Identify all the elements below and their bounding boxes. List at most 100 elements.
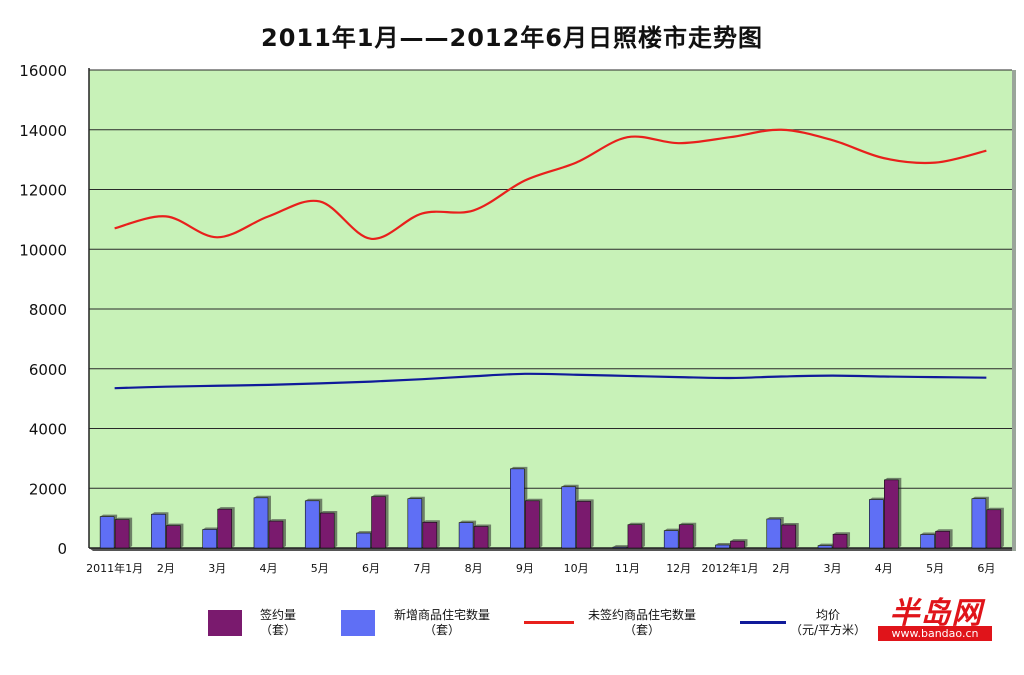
bar-new (151, 513, 166, 549)
bar-side (641, 522, 645, 548)
bar-top (407, 496, 425, 499)
legend-swatch-price (740, 621, 786, 624)
bar-top (253, 495, 271, 498)
bar-top (100, 514, 118, 517)
bar-signed (525, 500, 540, 549)
bar-side (590, 499, 594, 548)
bar-new (407, 498, 423, 549)
bar-top (730, 539, 748, 542)
bar-side (744, 539, 748, 548)
bar-top (920, 532, 938, 535)
x-tick-label: 6月 (362, 562, 380, 575)
bar-top (612, 545, 630, 548)
y-tick-label: 16000 (19, 62, 67, 80)
bar-signed (473, 526, 489, 549)
bar-side (282, 519, 286, 548)
axes (88, 68, 1012, 549)
legend-item-new: 新增商品住宅数量 （套） (338, 608, 508, 648)
x-tick-label: 6月 (977, 562, 995, 575)
y-tick-label: 10000 (19, 241, 67, 259)
x-tick-label: 5月 (926, 562, 944, 575)
bar-side (180, 523, 184, 548)
legend-label-signed: 签约量 (259, 608, 296, 622)
chart-area: 0 2000 4000 6000 8000 10000 12000 14000 16000 201… (19, 62, 1016, 575)
bar-signed (884, 479, 899, 549)
bar-new (356, 532, 371, 549)
bar-side (795, 522, 799, 548)
bar-top (474, 524, 492, 527)
x-tick-label: 2012年1月 (701, 561, 758, 575)
bar-top (268, 519, 286, 522)
bar-side (436, 520, 440, 548)
legend-item-price: 均价 （元/平方米） (740, 608, 870, 648)
bar-side (334, 511, 338, 548)
bar-new (304, 500, 320, 549)
bar-new (663, 530, 679, 549)
legend-swatch-unsigned (524, 621, 574, 624)
plot-right-wall (1012, 70, 1016, 551)
bar-top (166, 523, 184, 526)
y-tick-label: 14000 (19, 122, 67, 140)
bar-side (847, 532, 851, 548)
bar-signed (730, 540, 745, 549)
bar-signed (832, 533, 848, 549)
bar-top (627, 522, 645, 525)
y-tick-label: 6000 (29, 361, 67, 379)
bar-top (833, 532, 851, 535)
bar-signed (935, 530, 950, 549)
bar-new (612, 546, 628, 549)
bar-top (510, 466, 528, 469)
x-tick-label: 4月 (259, 562, 277, 575)
bar-top (766, 517, 784, 520)
bar-side (129, 517, 133, 548)
bar-side (949, 529, 953, 548)
bar-signed (781, 524, 797, 549)
bar-new (766, 518, 782, 549)
x-tick-label: 4月 (875, 562, 893, 575)
bar-side (231, 507, 235, 548)
x-tick-label: 2月 (772, 562, 790, 575)
y-tick-label: 12000 (19, 182, 67, 200)
y-tick-label: 8000 (29, 301, 67, 319)
x-tick-label: 11月 (615, 562, 640, 575)
bar-top (525, 498, 543, 501)
bar-signed (166, 525, 181, 549)
bar-new (971, 498, 987, 549)
bar-top (664, 528, 682, 531)
chart-title: 2011年1月——2012年6月日照楼市走势图 (261, 24, 763, 52)
legend-label-new: 新增商品住宅数量 (393, 608, 490, 622)
bar-signed (217, 508, 232, 549)
legend-unit-price: （元/平方米） (789, 623, 867, 637)
x-tick-label: 5月 (311, 562, 329, 575)
bar-side (693, 522, 697, 548)
bar-new (561, 486, 576, 549)
legend-unit-signed: （套） (259, 623, 296, 637)
grid-lines (89, 69, 1012, 489)
x-tick-label: 8月 (465, 562, 483, 575)
bar-top (869, 497, 887, 500)
bar-top (459, 520, 477, 523)
x-tick-label: 2月 (157, 562, 175, 575)
bar-signed (319, 512, 335, 549)
bar-side (1000, 507, 1004, 548)
bar-signed (268, 520, 284, 549)
bar-top (217, 507, 235, 510)
bar-new (253, 497, 269, 549)
bar-signed (678, 524, 694, 549)
bar-top (935, 529, 953, 532)
bar-top (371, 494, 389, 497)
x-tick-label: 10月 (564, 562, 589, 575)
legend-label-price: 均价 (815, 608, 840, 622)
bar-top (151, 512, 169, 515)
bar-top (679, 522, 697, 525)
x-tick-label: 2011年1月 (86, 561, 143, 575)
bar-signed (371, 496, 386, 549)
bar-new (202, 529, 217, 549)
legend-unit-new: （套） (423, 623, 460, 637)
bar-side (385, 494, 389, 548)
x-tick-label: 7月 (413, 562, 431, 575)
bar-signed (576, 501, 591, 549)
bandao-logo: 半岛网 www.bandao.cn (876, 588, 996, 644)
logo-url: www.bandao.cn (878, 626, 992, 641)
bar-top (561, 484, 579, 487)
